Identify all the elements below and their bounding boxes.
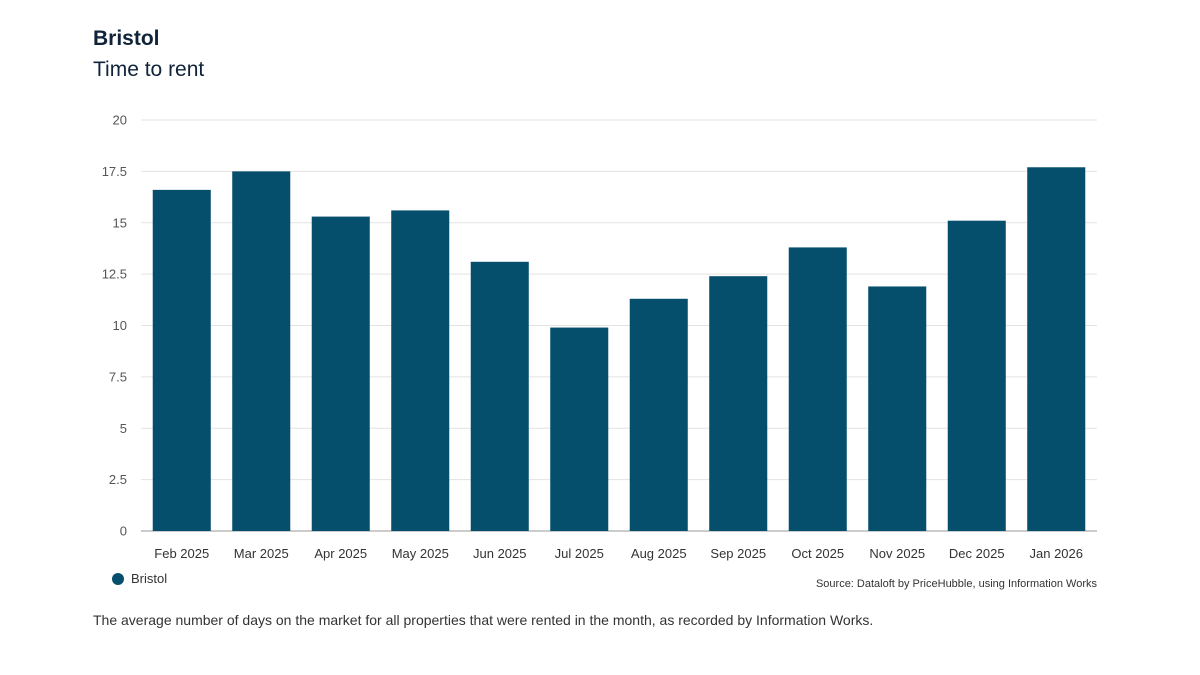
bar [1027, 167, 1086, 531]
x-tick-label: Jul 2025 [555, 546, 604, 561]
legend-label: Bristol [131, 571, 168, 586]
bar [947, 220, 1006, 531]
bar [232, 171, 291, 531]
y-tick-label: 2.5 [109, 472, 127, 487]
x-tick-label: Sep 2025 [710, 546, 766, 561]
y-tick-label: 0 [120, 524, 127, 539]
legend: Bristol [112, 571, 167, 586]
x-tick-label: Oct 2025 [791, 546, 844, 561]
y-tick-label: 12.5 [102, 267, 127, 282]
x-axis-ticks: Feb 2025 Mar 2025 Apr 2025 May 2025 Jun 2025… [154, 546, 1083, 561]
chart-title: Bristol [93, 27, 160, 50]
source-note: Source: Dataloft by PriceHubble, using I… [815, 578, 1097, 590]
y-tick-label: 20 [113, 113, 127, 128]
y-tick-label: 15 [113, 215, 127, 230]
x-tick-label: Aug 2025 [631, 546, 687, 561]
grid-lines [141, 119, 1097, 532]
y-axis-ticks: 0 2.5 5 7.5 10 12.5 15 17.5 20 [102, 113, 127, 539]
x-tick-label: Mar 2025 [234, 546, 289, 561]
bar [470, 261, 529, 531]
bar [152, 189, 211, 531]
legend-swatch [112, 572, 124, 585]
x-tick-label: Feb 2025 [154, 546, 209, 561]
bar [311, 216, 370, 531]
y-tick-label: 7.5 [109, 369, 127, 384]
bar [709, 276, 768, 531]
y-tick-label: 10 [113, 318, 127, 333]
x-tick-label: Jun 2025 [473, 546, 527, 561]
x-tick-label: Dec 2025 [949, 546, 1005, 561]
y-tick-label: 5 [120, 421, 127, 436]
bar [868, 286, 927, 531]
chart-caption: The average number of days on the market… [93, 612, 874, 628]
x-tick-label: Jan 2026 [1030, 546, 1084, 561]
x-tick-label: Apr 2025 [314, 546, 367, 561]
bar [391, 210, 450, 532]
bar [788, 247, 847, 531]
bar [550, 327, 609, 531]
x-tick-label: Nov 2025 [869, 546, 925, 561]
chart-subtitle: Time to rent [93, 58, 205, 81]
y-tick-label: 17.5 [102, 164, 127, 179]
bar [629, 298, 688, 531]
bars [152, 167, 1086, 532]
x-tick-label: May 2025 [392, 546, 449, 561]
